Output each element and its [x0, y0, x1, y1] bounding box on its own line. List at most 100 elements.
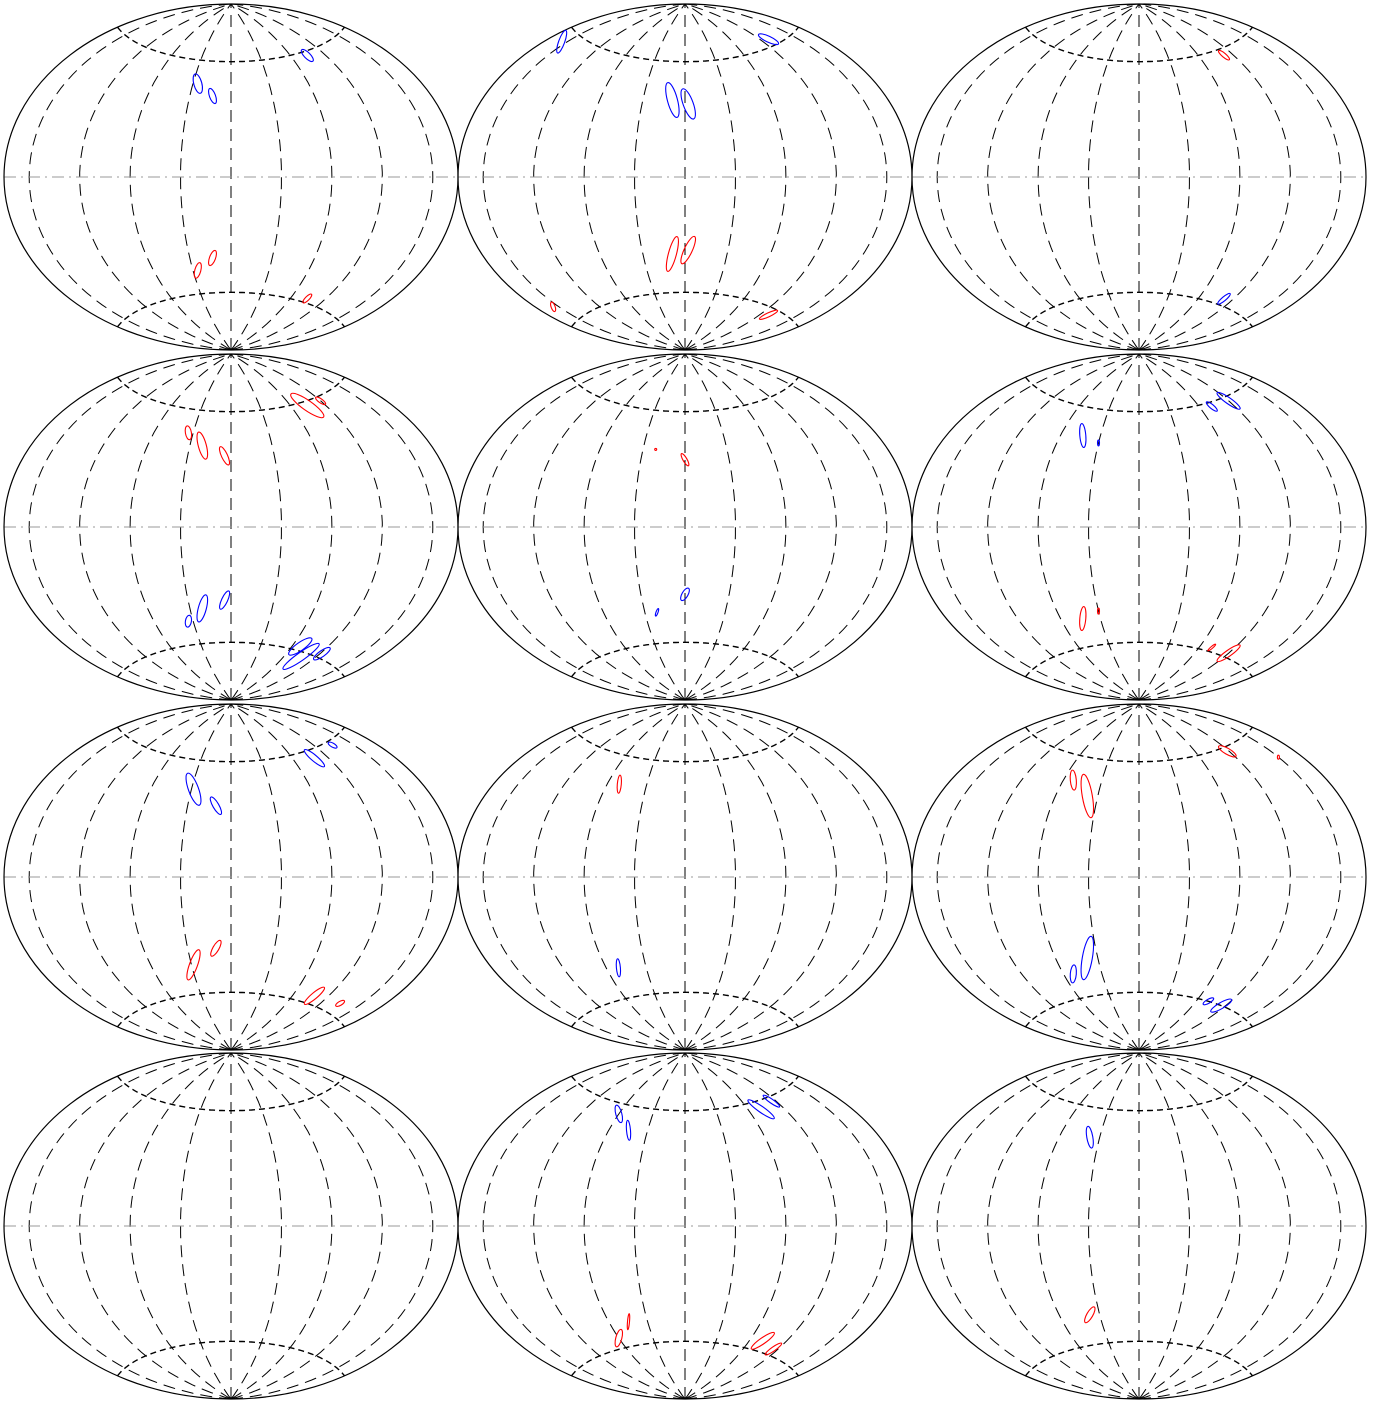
meridian-line — [1138, 1052, 1291, 1400]
negative-contour — [1080, 935, 1095, 981]
positive-contour — [290, 392, 325, 419]
negative-contour — [1069, 964, 1077, 984]
positive-contour — [1079, 605, 1087, 632]
positive-contour — [1216, 644, 1241, 663]
negative-contour — [665, 82, 680, 118]
negative-contour — [1210, 998, 1233, 1013]
parallel-line — [1024, 1075, 1254, 1112]
map-panel — [457, 3, 913, 351]
parallel-line — [1024, 26, 1254, 63]
positive-contour — [1217, 49, 1231, 61]
parallel-line — [570, 1340, 800, 1377]
meridian-line — [230, 1052, 383, 1400]
negative-contour — [1202, 997, 1215, 1006]
meridian-line — [684, 353, 837, 701]
negative-contour — [184, 614, 193, 628]
map-panel — [911, 3, 1367, 351]
positive-contour — [335, 999, 346, 1007]
meridian-line — [684, 1052, 837, 1400]
positive-contour — [1217, 745, 1237, 758]
negative-contour — [192, 73, 204, 94]
positive-contour — [184, 425, 193, 441]
meridian-line — [1138, 3, 1291, 351]
meridian-line — [684, 703, 837, 1051]
negative-contour — [757, 33, 780, 46]
parallel-line — [116, 1340, 346, 1377]
meridian-line — [1138, 3, 1342, 351]
parallel-line — [116, 641, 346, 678]
positive-contour — [218, 446, 231, 466]
meridian-line — [230, 353, 434, 701]
meridian-line — [1138, 353, 1342, 701]
negative-contour — [1217, 292, 1231, 305]
parallel-line — [1024, 291, 1254, 328]
negative-contour — [209, 796, 223, 816]
positive-contour — [764, 1342, 783, 1356]
meridian-line — [1138, 1052, 1342, 1400]
positive-contour — [654, 447, 658, 451]
map-panel — [457, 703, 913, 1051]
negative-contour — [1096, 439, 1101, 447]
parallel-line — [1024, 376, 1254, 413]
positive-contour — [315, 396, 327, 406]
map-boundary — [911, 353, 1367, 701]
map-panel — [457, 1052, 913, 1400]
parallel-line — [116, 1075, 346, 1112]
negative-contour — [1205, 401, 1218, 412]
map-panel — [911, 1052, 1367, 1400]
meridian-line — [684, 3, 888, 351]
meridian-line — [1138, 703, 1342, 1051]
positive-contour — [680, 235, 697, 265]
negative-contour — [196, 594, 209, 623]
parallel-line — [1024, 991, 1254, 1028]
parallel-line — [1024, 1340, 1254, 1377]
negative-contour — [1085, 1125, 1094, 1149]
negative-contour — [615, 958, 622, 978]
parallel-line — [570, 376, 800, 413]
meridian-line — [230, 1052, 434, 1400]
map-panel — [3, 703, 459, 1051]
map-boundary — [911, 703, 1367, 1051]
negative-contour — [614, 1104, 624, 1124]
map-boundary — [911, 1052, 1367, 1400]
meridian-line — [684, 3, 837, 351]
positive-contour — [193, 262, 202, 279]
positive-contour — [550, 301, 557, 313]
negative-contour — [312, 646, 331, 661]
negative-contour — [556, 29, 568, 54]
meridian-line — [1138, 353, 1291, 701]
parallel-line — [570, 26, 800, 63]
map-panel — [3, 353, 459, 701]
meridian-line — [684, 703, 888, 1051]
meridian-line — [230, 703, 434, 1051]
positive-contour — [1276, 754, 1280, 760]
meridian-line — [230, 3, 383, 351]
positive-contour — [626, 1313, 631, 1331]
negative-contour — [288, 637, 313, 656]
meridian-line — [684, 1052, 888, 1400]
map-panel — [911, 703, 1367, 1051]
parallel-line — [116, 726, 346, 763]
negative-contour — [762, 1094, 781, 1108]
parallel-line — [570, 291, 800, 328]
map-panel — [457, 353, 913, 701]
negative-contour — [680, 88, 696, 120]
negative-contour — [303, 748, 326, 768]
map-panel — [3, 1052, 459, 1400]
parallel-line — [1024, 726, 1254, 763]
positive-contour — [614, 1328, 624, 1348]
parallel-line — [1024, 641, 1254, 678]
parallel-line — [116, 376, 346, 413]
negative-contour — [625, 1119, 632, 1141]
parallel-line — [116, 991, 346, 1028]
positive-contour — [208, 249, 217, 267]
positive-contour — [750, 1331, 775, 1350]
positive-contour — [196, 431, 209, 460]
negative-contour — [1079, 422, 1087, 449]
negative-contour — [219, 590, 231, 610]
positive-contour — [1096, 607, 1101, 615]
parallel-line — [570, 726, 800, 763]
negative-contour — [282, 642, 320, 670]
positive-contour — [1084, 1306, 1096, 1324]
